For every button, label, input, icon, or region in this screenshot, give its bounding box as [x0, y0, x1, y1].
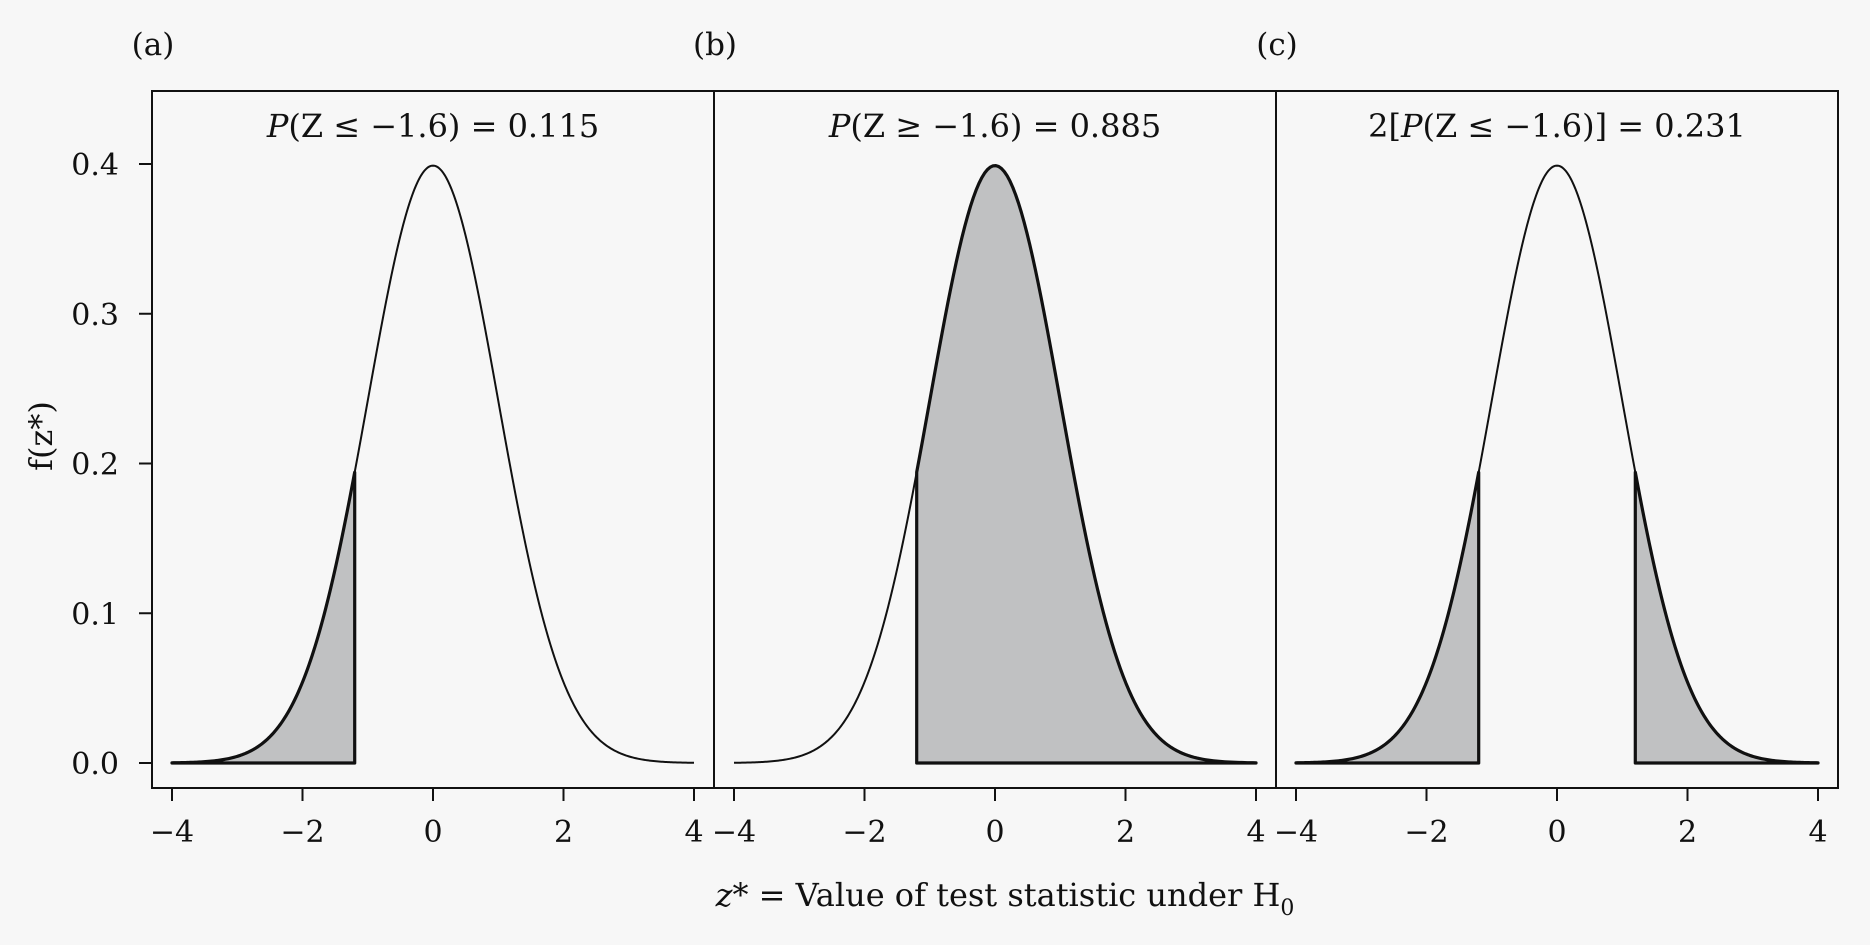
probability-annotation: P(Z ≤ −1.6) = 0.115 — [266, 107, 599, 145]
shaded-region-1 — [170, 470, 357, 765]
panel-b: −4 −2 0 2 4 (b) P(Z ≥ −1.6) = 0.885 — [693, 27, 1277, 850]
x-tick-label: −2 — [280, 815, 324, 850]
x-tick-label: 2 — [1678, 815, 1697, 850]
panel-label: (c) — [1256, 27, 1298, 63]
x-tick-label: 4 — [684, 815, 703, 850]
y-tick-label: 0.2 — [71, 448, 119, 483]
annotation-body: (Z ≥ −1.6) = 0.885 — [850, 107, 1161, 145]
x-tick-label: 2 — [554, 815, 573, 850]
x-axis-label-subscript: 0 — [1280, 896, 1294, 921]
y-tick-label: 0.3 — [71, 298, 119, 333]
panel-label: (b) — [693, 27, 737, 63]
panel-label: (a) — [132, 27, 175, 63]
annotation-p: P — [1400, 107, 1423, 145]
x-tick-label: 2 — [1116, 815, 1135, 850]
shaded-region-2 — [1633, 470, 1820, 765]
y-tick-label: 0.1 — [71, 597, 119, 632]
annotation-prefix: 2[ — [1368, 107, 1401, 145]
plot-area: −4 −2 0 2 4(a)P(Z ≤ −1.6) = 0.115−4 −2 0 2 4(b)P… — [71, 27, 1839, 850]
x-tick-label: −4 — [712, 815, 756, 850]
x-tick-label: 0 — [1547, 815, 1566, 850]
y-axis: 0.0 0.1 0.2 0.3 0.4 — [71, 148, 152, 782]
y-tick-label: 0.4 — [71, 148, 119, 183]
x-tick-label: −2 — [842, 815, 886, 850]
y-tick-label: 0.0 — [71, 747, 119, 782]
x-axis-label-text: = Value of test statistic under H — [748, 876, 1280, 914]
y-axis-label: f(z*) — [22, 401, 60, 471]
x-axis-label: z* = Value of test statistic under H0 — [715, 876, 1295, 921]
density-curve — [1295, 164, 1819, 764]
annotation-body: (Z ≤ −1.6) = 0.115 — [288, 107, 599, 145]
panel-frame — [1275, 90, 1839, 789]
annotation-body: (Z ≤ −1.6)] = 0.231 — [1423, 107, 1746, 145]
panel-frame — [151, 90, 715, 789]
density-curve — [171, 164, 695, 764]
density-curve — [733, 164, 1257, 764]
x-tick-label: 0 — [985, 815, 1004, 850]
x-tick-label: 4 — [1808, 815, 1827, 850]
x-tick-label: −4 — [150, 815, 194, 850]
x-tick-label: 0 — [423, 815, 442, 850]
x-axis-label-variable: z* — [715, 876, 749, 914]
probability-annotation: P(Z ≥ −1.6) = 0.885 — [828, 107, 1161, 145]
panel-c: −4 −2 0 2 4 (c) 2[P(Z ≤ −1.6)] = 0.231 — [1256, 27, 1839, 850]
x-tick-label: −4 — [1274, 815, 1318, 850]
x-tick-label: 4 — [1246, 815, 1265, 850]
x-tick-label: −2 — [1404, 815, 1448, 850]
probability-annotation: 2[P(Z ≤ −1.6)] = 0.231 — [1368, 107, 1746, 145]
shaded-region-1 — [915, 164, 1258, 765]
shaded-region-1 — [1294, 470, 1481, 765]
panel-a: −4 −2 0 2 4 (a) P(Z ≤ −1.6) = 0.115 — [132, 27, 715, 850]
annotation-p: P — [828, 107, 851, 145]
annotation-p: P — [266, 107, 289, 145]
